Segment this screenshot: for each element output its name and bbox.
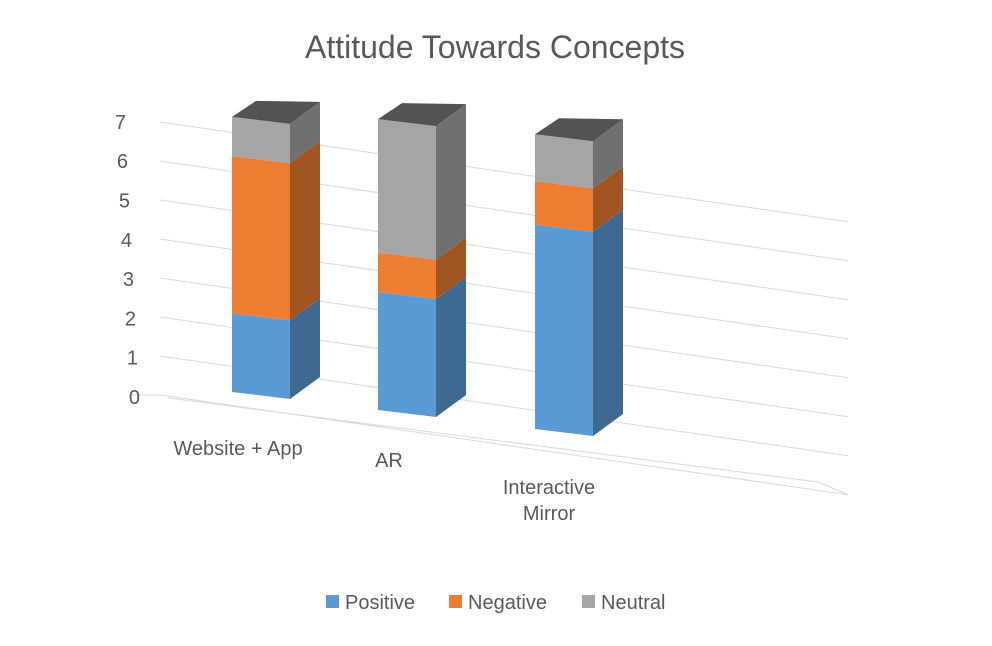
bar-segment-neutral <box>232 116 290 164</box>
bar-top <box>378 103 466 127</box>
legend: Positive Negative Neutral <box>326 592 665 614</box>
bar-segment-negative <box>378 252 436 300</box>
bar-segment-positive <box>535 224 593 436</box>
y-tick-label: 5 <box>119 191 130 213</box>
y-tick-label: 4 <box>121 230 132 252</box>
y-axis-ticks: 0 1 2 3 4 5 6 7 <box>115 112 140 409</box>
legend-swatch-neutral <box>582 595 595 608</box>
y-tick-label: 7 <box>115 112 126 134</box>
y-tick-label: 1 <box>127 348 138 370</box>
bar-segment-negative <box>535 181 593 232</box>
bar-side-neutral <box>593 119 623 189</box>
legend-label-neutral: Neutral <box>601 592 665 614</box>
legend-label-negative: Negative <box>468 592 547 614</box>
bar-side-negative <box>436 237 466 300</box>
x-tick-label: AR <box>375 450 403 472</box>
bar-side-negative <box>290 141 320 321</box>
bar-segment-neutral <box>378 119 436 260</box>
bar-segment-negative <box>232 156 290 321</box>
floor-right-edge <box>817 481 849 496</box>
floor-front-edge <box>167 397 819 483</box>
bar-side-negative <box>593 166 623 232</box>
legend-label-positive: Positive <box>345 592 415 614</box>
bar-segment-positive <box>378 292 436 417</box>
bar-side-neutral <box>290 101 320 164</box>
chart-title: Attitude Towards Concepts <box>305 29 685 65</box>
bar-top <box>232 100 320 124</box>
y-tick-label: 3 <box>123 269 134 291</box>
bar-side-neutral <box>436 104 466 260</box>
bar-segment-neutral <box>535 134 593 189</box>
legend-swatch-negative <box>449 595 462 608</box>
legend-swatch-positive <box>326 595 339 608</box>
x-tick-label: Website + App <box>173 438 302 460</box>
y-tick-label: 2 <box>125 308 136 330</box>
bars <box>232 100 623 436</box>
y-tick-label: 0 <box>129 387 140 409</box>
bar-side-positive <box>290 298 320 399</box>
bar-side-positive <box>593 209 623 436</box>
x-tick-label: Interactive Mirror <box>503 477 595 525</box>
bar-top <box>535 118 623 142</box>
bar-segment-positive <box>232 313 290 399</box>
x-axis-labels: Website + App AR Interactive Mirror <box>173 438 595 525</box>
bar-side-positive <box>436 277 466 417</box>
y-tick-label: 6 <box>117 151 128 173</box>
